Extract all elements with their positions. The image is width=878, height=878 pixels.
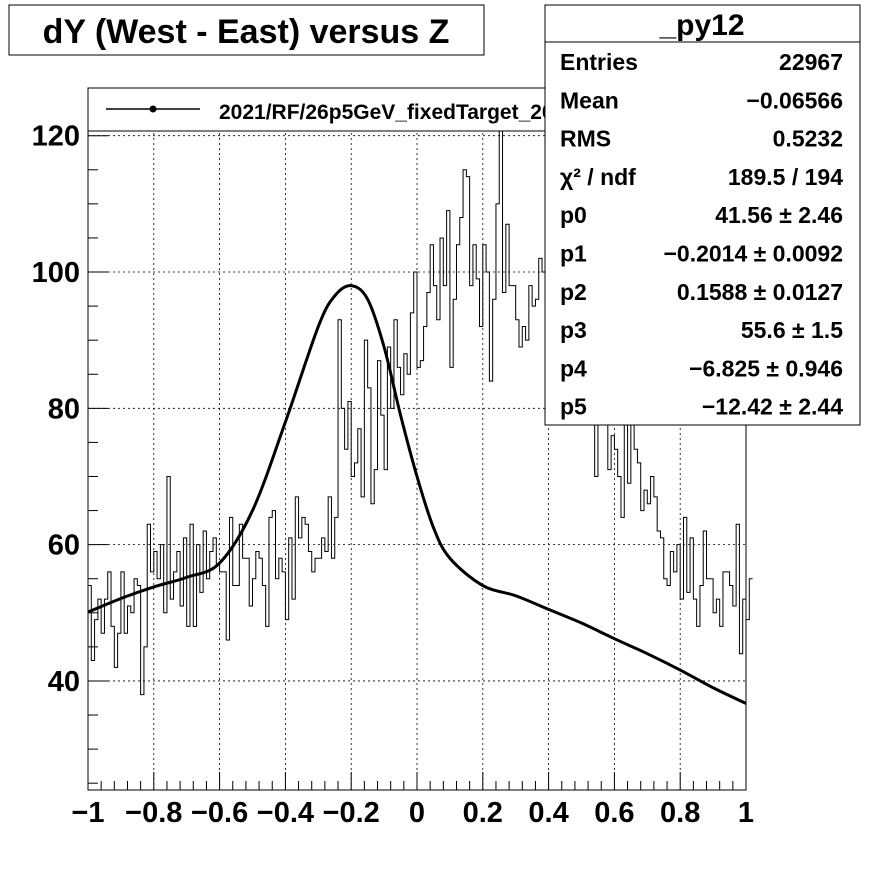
- y-tick-label: 80: [48, 393, 80, 425]
- axes: −1 −0.8 −0.6 −0.4 −0.2 0 0.2 0.4 0.6 0.8 1 40 60 80 10…: [32, 87, 754, 829]
- stats-row-value: 0.5232: [773, 126, 843, 152]
- stats-row-value: 0.1588 ± 0.0127: [677, 279, 843, 305]
- stats-row-label: p2: [560, 279, 587, 305]
- histogram-steps: [88, 114, 753, 696]
- legend-dot-marker: [149, 105, 157, 113]
- stats-row-label: p1: [560, 241, 587, 267]
- stats-row-label: p0: [560, 202, 587, 228]
- stats-row-value: −12.42 ± 2.44: [702, 394, 843, 420]
- stats-row-label: p3: [560, 317, 587, 343]
- y-tick-label: 100: [32, 257, 80, 289]
- title-box: dY (West - East) versus Z: [8, 4, 485, 56]
- histogram-series: [88, 114, 753, 696]
- stats-row-label: p4: [560, 355, 587, 381]
- y-tick-label: 60: [48, 530, 80, 562]
- fit-curve-series: [87, 284, 747, 705]
- x-tick-label: 0: [409, 797, 425, 829]
- x-tick-label: −0.6: [191, 797, 248, 829]
- y-tick-label: 120: [32, 121, 80, 153]
- x-tick-label: 0.8: [660, 797, 700, 829]
- y-tick-label: 40: [48, 666, 80, 698]
- x-tick-label: −0.2: [323, 797, 380, 829]
- x-tick-label: −1: [71, 797, 104, 829]
- x-tick-label: 0.4: [528, 797, 568, 829]
- x-tick-label: −0.4: [257, 797, 314, 829]
- x-tick-label: 0.6: [594, 797, 634, 829]
- legend: 2021/RF/26p5GeV_fixedTarget_2021: [87, 87, 615, 132]
- stats-row-label: χ² / ndf: [560, 164, 636, 190]
- stats-rows: Entries 22967 Mean −0.06566 RMS 0.5232 χ² / nd…: [560, 49, 843, 420]
- stats-row-label: Entries: [560, 49, 638, 75]
- stats-row-value: 41.56 ± 2.46: [715, 202, 843, 228]
- legend-label: 2021/RF/26p5GeV_fixedTarget_2021: [219, 101, 577, 124]
- stats-row-value: 22967: [779, 49, 843, 75]
- chart-title: dY (West - East) versus Z: [43, 13, 450, 51]
- stats-row-value: 189.5 / 194: [728, 164, 843, 190]
- stats-box: _py12 Entries 22967 Mean −0.06566 RMS 0.5232 χ…: [544, 4, 861, 426]
- stats-row-label: Mean: [560, 87, 619, 113]
- x-tick-label: 1: [738, 797, 754, 829]
- stats-row-value: −0.06566: [746, 87, 843, 113]
- fit-curve: [87, 284, 747, 705]
- stats-row-label: RMS: [560, 126, 611, 152]
- x-tick-label: 0.2: [463, 797, 503, 829]
- stats-row-value: −0.2014 ± 0.0092: [663, 241, 843, 267]
- stats-row-value: 55.6 ± 1.5: [741, 317, 843, 343]
- x-tick-label: −0.8: [125, 797, 182, 829]
- stats-row-label: p5: [560, 394, 587, 420]
- stats-row-value: −6.825 ± 0.946: [689, 355, 843, 381]
- stats-name: _py12: [658, 9, 744, 42]
